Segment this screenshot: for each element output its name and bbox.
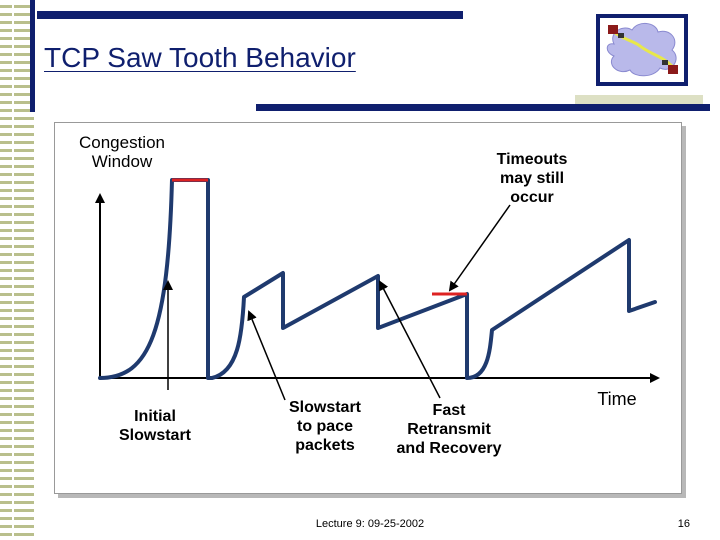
congestion-window-curve: [98, 178, 657, 380]
timeouts-annotation: Timeouts may still occur: [496, 151, 568, 206]
logo: [596, 14, 688, 86]
top-accent-bar: [37, 11, 463, 19]
fast-retransmit-annotation: Fast Retransmit and Recovery: [396, 402, 502, 457]
pointer-timeouts: [448, 204, 511, 292]
mid-accent-bar: [256, 104, 710, 111]
slide-title: TCP Saw Tooth Behavior: [44, 42, 356, 73]
network-cloud-icon: [606, 23, 678, 77]
initial-slowstart-annotation: Initial Slowstart: [118, 408, 191, 444]
slowstart-pace-annotation: Slowstart to pace packets: [288, 399, 361, 454]
y-axis-label: Congestion Window: [78, 133, 165, 171]
slide-footer: Lecture 9: 09-25-2002: [315, 518, 425, 530]
pointer-slowstart-pace: [247, 310, 286, 401]
left-decorative-stripe: [0, 0, 34, 540]
x-axis-label: Time: [597, 389, 637, 409]
page-number: 16: [677, 518, 690, 530]
vertical-accent-bar: [30, 0, 35, 112]
pointer-fast-retransmit: [379, 280, 441, 399]
light-accent-strip: [575, 95, 703, 104]
